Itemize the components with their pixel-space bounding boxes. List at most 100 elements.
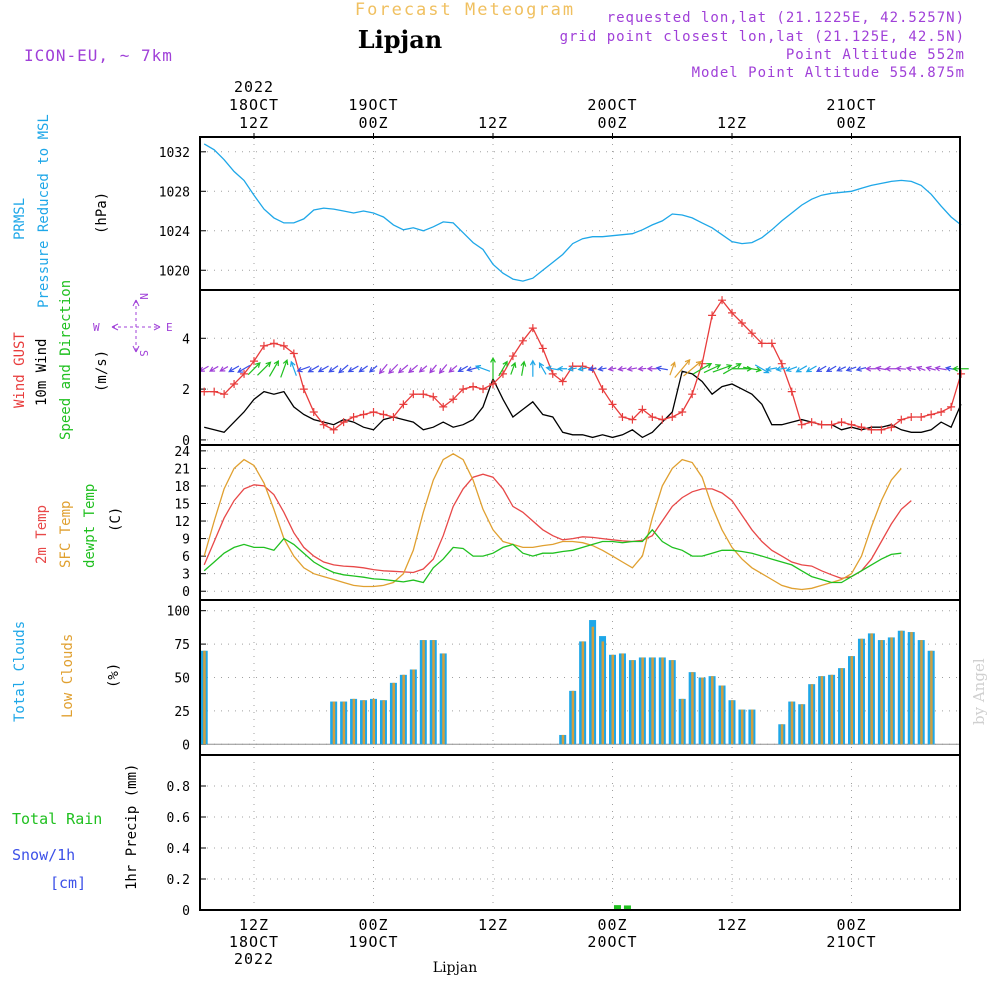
y-tick-label: 15 bbox=[174, 497, 190, 512]
temp-2m-line bbox=[203, 473, 912, 580]
y-tick-label: 50 bbox=[174, 672, 190, 687]
temp-label-dewpt: dewpt Temp bbox=[82, 484, 98, 568]
wind-direction-arrow bbox=[765, 366, 778, 372]
meteogram-panels: 1020102410281032024036912151821240255075… bbox=[159, 136, 969, 919]
time-label-bottom: 12Z bbox=[717, 916, 747, 934]
wind-panel: 0 2 4 bbox=[182, 290, 969, 449]
wind-direction-arrow bbox=[280, 358, 289, 378]
gust-marker bbox=[329, 425, 338, 434]
wind-direction-arrow bbox=[545, 365, 559, 372]
y-tick-label: 75 bbox=[174, 638, 190, 653]
pressure-unit: (hPa) bbox=[94, 192, 110, 234]
precip-label-rain: Total Rain bbox=[12, 810, 102, 828]
gust-marker bbox=[459, 385, 468, 394]
gust-marker bbox=[439, 402, 448, 411]
wind-direction-arrow bbox=[637, 365, 647, 372]
pressure-line bbox=[203, 143, 962, 282]
y-tick-label: 4 bbox=[182, 332, 190, 347]
wind-direction-arrow bbox=[617, 365, 627, 372]
gust-marker bbox=[937, 407, 946, 416]
time-label-top: 00Z bbox=[836, 114, 866, 132]
time-label-bottom: 00Z bbox=[836, 916, 866, 934]
gust-marker bbox=[957, 369, 966, 378]
gust-marker bbox=[359, 410, 368, 419]
temperature-panel: 0 3 6 9 12 15 18 21 24 bbox=[174, 445, 960, 600]
wind-direction-arrow bbox=[692, 362, 713, 375]
gust-marker bbox=[508, 352, 517, 361]
time-label-top: 21OCT bbox=[826, 96, 876, 114]
compass-n: N bbox=[137, 293, 150, 300]
gust-marker bbox=[837, 418, 846, 427]
wind-direction-arrow bbox=[490, 356, 496, 380]
low-cloud-bar bbox=[432, 640, 435, 745]
wind-direction-arrow bbox=[805, 365, 817, 373]
y-tick-label: 21 bbox=[174, 462, 190, 477]
wind-direction-arrow bbox=[347, 365, 359, 373]
gridpoint-coords: grid point closest lon,lat (21.125E, 42.… bbox=[560, 29, 965, 45]
wind-direction-arrow bbox=[674, 358, 691, 379]
precip-label-cm: [cm] bbox=[50, 874, 86, 892]
y-tick-label: 25 bbox=[174, 705, 190, 720]
gust-marker bbox=[787, 387, 796, 396]
low-cloud-bar bbox=[740, 709, 744, 745]
gust-marker bbox=[518, 336, 527, 345]
gust-marker bbox=[737, 319, 746, 328]
low-cloud-bar bbox=[402, 674, 405, 745]
gust-marker bbox=[797, 420, 806, 429]
wind-direction-arrow bbox=[825, 365, 837, 373]
temperature-labels: 2m Temp SFC Temp dewpt Temp (C) bbox=[34, 484, 124, 568]
wind-direction-arrow bbox=[845, 366, 857, 372]
low-cloud-bar bbox=[571, 690, 575, 745]
wind-direction-arrow bbox=[268, 359, 279, 377]
low-cloud-bar bbox=[372, 698, 375, 745]
wind-direction-arrow bbox=[795, 365, 808, 373]
gust-marker bbox=[947, 402, 956, 411]
wind-direction-arrow bbox=[884, 365, 897, 372]
y-tick-label: 6 bbox=[182, 550, 190, 565]
footer-station: Lipjan bbox=[433, 960, 477, 976]
low-cloud-bar bbox=[860, 638, 863, 745]
wind-direction-arrow bbox=[836, 366, 847, 372]
gust-marker bbox=[250, 357, 258, 366]
wind-direction-arrow bbox=[209, 365, 219, 372]
low-cloud-bar bbox=[392, 682, 395, 745]
gust-marker bbox=[558, 377, 567, 386]
gust-marker bbox=[200, 387, 209, 396]
low-cloud-bar bbox=[203, 650, 206, 745]
gust-marker bbox=[757, 339, 766, 348]
time-label-top: 19OCT bbox=[348, 96, 398, 114]
wind-direction-arrow bbox=[388, 363, 399, 375]
wind-direction-arrow bbox=[296, 365, 311, 373]
compass-e: E bbox=[166, 321, 173, 334]
y-tick-label: 1020 bbox=[159, 264, 190, 279]
gust-marker bbox=[240, 369, 249, 378]
wind-direction-arrow bbox=[815, 365, 827, 373]
wind-direction-arrow bbox=[785, 366, 798, 373]
gust-marker bbox=[269, 339, 278, 348]
y-tick-label: 0.2 bbox=[167, 873, 190, 888]
wind-direction-arrow bbox=[237, 364, 251, 373]
cloud-unit: (%) bbox=[106, 663, 122, 688]
low-cloud-bar bbox=[731, 700, 734, 745]
gust-marker bbox=[767, 339, 776, 348]
low-cloud-bar bbox=[561, 734, 565, 745]
wind-direction-arrow bbox=[429, 364, 437, 374]
gust-marker bbox=[777, 359, 786, 368]
low-cloud-bar bbox=[890, 637, 893, 745]
time-label-top: 20OCT bbox=[587, 96, 637, 114]
low-cloud-bar bbox=[840, 668, 844, 745]
temp-dewpt-line bbox=[203, 528, 902, 584]
gust-marker bbox=[658, 415, 667, 424]
y-tick-label: 24 bbox=[174, 445, 190, 460]
low-cloud-bar bbox=[691, 672, 694, 745]
gust-marker bbox=[469, 382, 478, 391]
wind-direction-arrow bbox=[397, 364, 409, 374]
y-tick-label: 0 bbox=[182, 904, 190, 919]
low-cloud-bar bbox=[621, 653, 624, 745]
gust-marker bbox=[369, 407, 378, 416]
gust-marker bbox=[289, 349, 298, 358]
pressure-label-prmsl: PRMSL bbox=[12, 198, 28, 240]
y-tick-label: 18 bbox=[174, 480, 190, 495]
gust-marker bbox=[538, 344, 547, 353]
gust-marker bbox=[309, 407, 318, 416]
